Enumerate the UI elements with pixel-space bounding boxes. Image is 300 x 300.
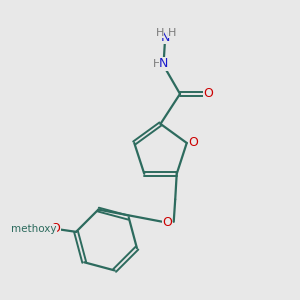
Text: N: N	[159, 57, 169, 70]
Text: H: H	[152, 59, 161, 69]
Text: N: N	[161, 31, 171, 44]
Text: H: H	[155, 28, 164, 38]
Text: H: H	[168, 28, 177, 38]
Text: O: O	[203, 87, 213, 101]
Text: methoxy: methoxy	[11, 224, 56, 234]
Text: O: O	[188, 136, 198, 149]
Text: O: O	[51, 222, 61, 235]
Text: O: O	[162, 216, 172, 229]
